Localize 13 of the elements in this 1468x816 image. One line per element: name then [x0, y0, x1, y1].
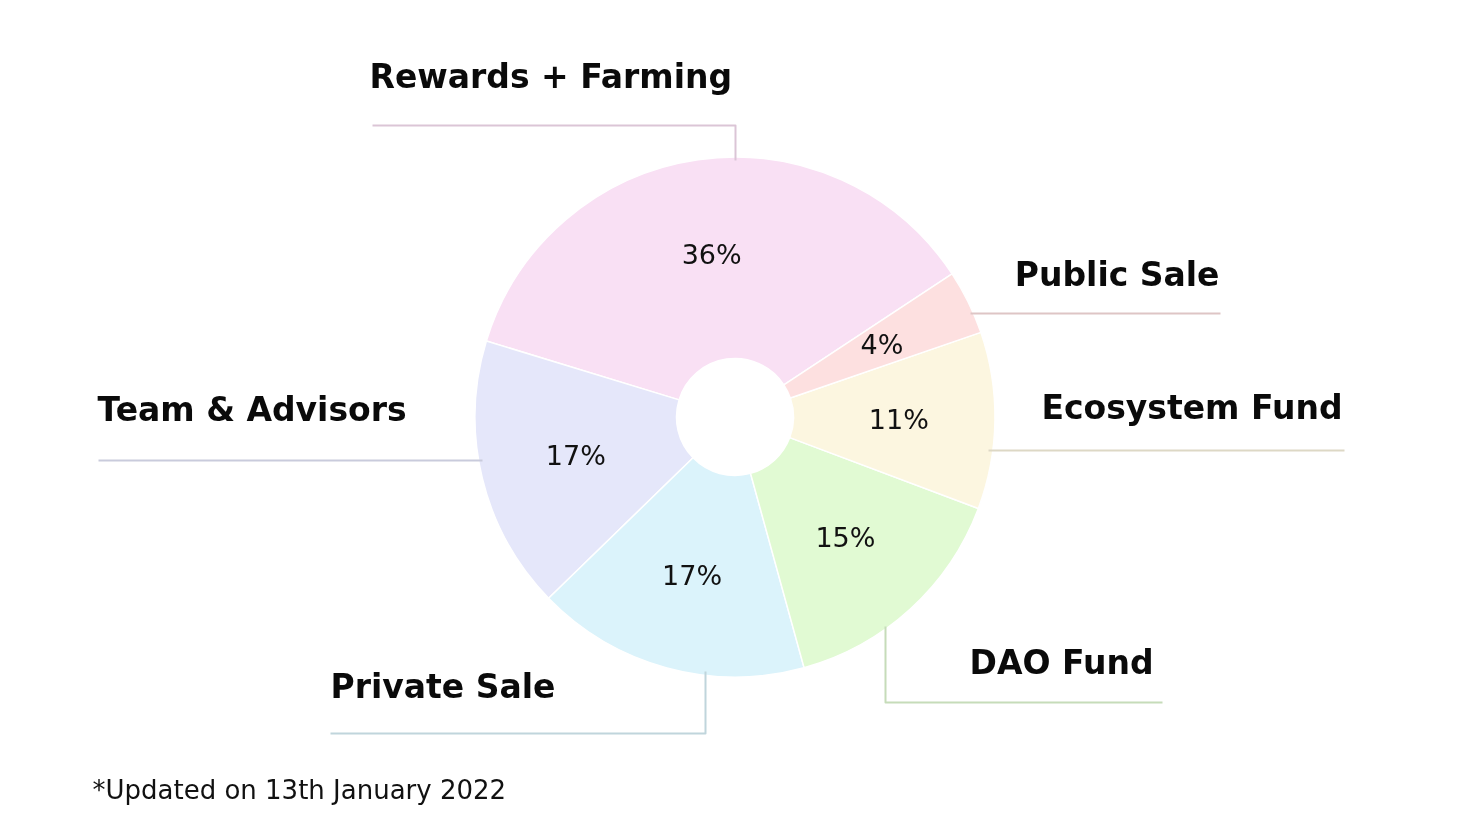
slice-label: Public Sale [1014, 255, 1220, 294]
slice-label: DAO Fund [969, 643, 1154, 682]
slice-label: Team & Advisors [97, 390, 407, 429]
data-label: 4% [860, 329, 904, 361]
slice-label: Rewards + Farming [369, 57, 733, 96]
data-label: 17% [662, 559, 723, 591]
data-label: 15% [815, 522, 876, 554]
slice-label: Ecosystem Fund [1041, 388, 1343, 427]
data-label: 11% [868, 403, 929, 435]
text: *Updated on 13th January 2022 [92, 774, 507, 805]
data-label: 17% [545, 440, 606, 472]
slice-label: Private Sale [330, 667, 556, 706]
data-label: 36% [681, 239, 742, 271]
